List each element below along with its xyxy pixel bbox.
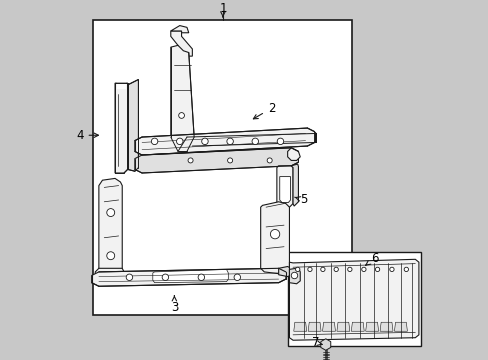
Polygon shape: [291, 164, 298, 206]
Circle shape: [151, 138, 158, 145]
Text: 4: 4: [76, 129, 98, 142]
Circle shape: [198, 274, 204, 280]
Circle shape: [320, 267, 325, 271]
Circle shape: [389, 267, 393, 271]
Circle shape: [277, 138, 283, 145]
Text: 3: 3: [170, 296, 178, 314]
Circle shape: [226, 138, 233, 145]
Circle shape: [126, 274, 132, 280]
Polygon shape: [99, 179, 122, 274]
Polygon shape: [289, 259, 418, 340]
Circle shape: [361, 267, 366, 271]
Circle shape: [188, 158, 193, 163]
Polygon shape: [117, 83, 125, 89]
Text: 2: 2: [253, 102, 275, 119]
Polygon shape: [279, 177, 290, 202]
Polygon shape: [322, 322, 335, 331]
Bar: [287, 252, 420, 346]
Text: 5: 5: [294, 193, 307, 207]
Circle shape: [270, 229, 279, 239]
Circle shape: [375, 267, 379, 271]
Circle shape: [295, 267, 299, 271]
Circle shape: [347, 267, 351, 271]
Circle shape: [266, 158, 272, 163]
Circle shape: [227, 158, 232, 163]
Polygon shape: [287, 148, 300, 161]
Circle shape: [307, 267, 311, 271]
Circle shape: [234, 274, 240, 280]
Polygon shape: [350, 322, 364, 331]
Polygon shape: [170, 26, 188, 33]
Circle shape: [251, 138, 258, 145]
Polygon shape: [293, 322, 306, 331]
Circle shape: [333, 267, 338, 271]
Text: 6: 6: [365, 252, 378, 265]
Polygon shape: [127, 80, 138, 171]
Polygon shape: [170, 31, 192, 56]
Polygon shape: [115, 83, 127, 173]
Polygon shape: [135, 128, 314, 155]
Polygon shape: [320, 339, 330, 350]
Circle shape: [178, 113, 184, 118]
Polygon shape: [95, 268, 124, 281]
Circle shape: [106, 252, 115, 260]
Bar: [93, 20, 352, 315]
Text: 7: 7: [311, 336, 322, 349]
Polygon shape: [276, 166, 292, 207]
Polygon shape: [394, 322, 407, 331]
Polygon shape: [260, 202, 289, 274]
Polygon shape: [379, 322, 392, 331]
Polygon shape: [91, 268, 285, 286]
Polygon shape: [178, 134, 316, 157]
Polygon shape: [152, 269, 228, 283]
Circle shape: [162, 274, 168, 280]
Polygon shape: [170, 45, 194, 152]
Circle shape: [176, 138, 183, 145]
Circle shape: [106, 208, 115, 216]
Polygon shape: [336, 322, 349, 331]
Polygon shape: [135, 148, 298, 173]
Text: 1: 1: [219, 2, 226, 15]
Polygon shape: [278, 266, 292, 276]
Circle shape: [201, 138, 208, 145]
Polygon shape: [307, 322, 321, 331]
Polygon shape: [365, 322, 378, 331]
Circle shape: [404, 267, 407, 271]
Circle shape: [291, 272, 297, 279]
Polygon shape: [289, 268, 300, 284]
